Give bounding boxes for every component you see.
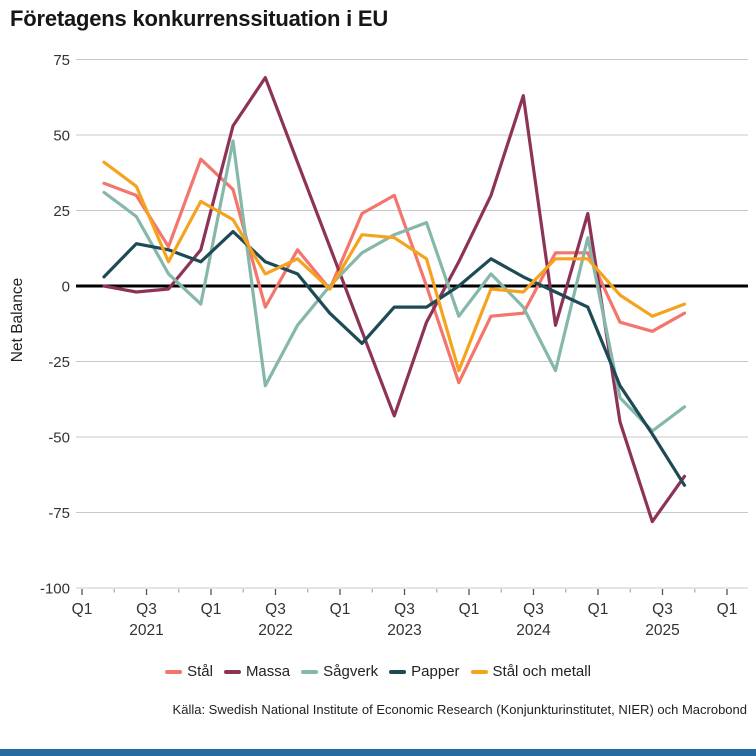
legend-label: Massa [245,663,291,680]
x-tick-label: Q1 [201,601,222,618]
x-tick-label: Q1 [717,601,738,618]
legend-swatch [470,669,488,674]
legend-label: Stål [187,663,213,680]
x-tick-label: Q3 [265,601,286,618]
legend-label: Papper [411,663,460,680]
x-tick-label: Q3 [523,601,544,618]
legend-label: Stål och metall [492,663,591,680]
y-axis-label: Net Balance [9,278,26,362]
y-tick-label: 25 [53,203,70,220]
legend-item-st-l: Stål [165,663,213,680]
legend-label: Sågverk [323,663,379,680]
y-tick-label: -100 [40,581,70,598]
x-tick-label: Q3 [136,601,157,618]
x-tick-label: Q1 [459,601,480,618]
x-tick-label: Q1 [588,601,609,618]
legend-swatch [389,669,407,674]
legend-item-papper: Papper [389,663,460,680]
y-tick-label: -25 [48,354,70,371]
chart-title: Företagens konkurrenssituation i EU [10,6,389,31]
series-line-massa [102,75,687,524]
x-tick-label: Q3 [652,601,673,618]
chart-legend: Stål Massa Sågverk Papper Stål och metall [0,663,756,680]
y-tick-label: 50 [53,128,70,145]
series-line-s-gverk [102,139,687,433]
x-year-label: 2021 [129,622,163,639]
x-tick-label: Q3 [394,601,415,618]
legend-swatch [223,669,241,674]
legend-swatch [301,669,319,674]
brand-bar [0,749,756,756]
legend-swatch [165,669,183,674]
y-tick-label: -75 [48,505,70,522]
y-tick-label: 75 [53,52,70,69]
series-line-st-l [102,157,687,385]
source-attribution: Källa: Swedish National Institute of Eco… [172,702,747,717]
legend-item-massa: Massa [223,663,291,680]
legend-item-st-l-och-metall: Stål och metall [470,663,591,680]
y-tick-label: 0 [62,279,70,296]
x-tick-label: Q1 [330,601,351,618]
x-year-label: 2022 [258,622,292,639]
legend-item-s-gverk: Sågverk [301,663,378,680]
series-line-st-l-och-metall [102,160,687,373]
x-year-label: 2025 [645,622,679,639]
x-year-label: 2024 [516,622,551,639]
y-tick-label: -50 [48,430,70,447]
series-line-papper [102,230,687,487]
x-tick-label: Q1 [72,601,93,618]
x-year-label: 2023 [387,622,421,639]
